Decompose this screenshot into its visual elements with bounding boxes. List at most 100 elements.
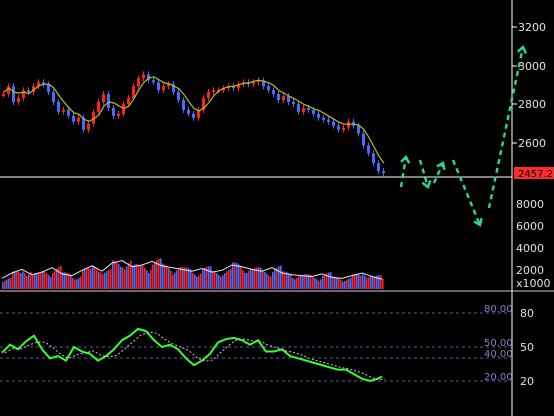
volume-bar xyxy=(156,259,158,289)
volume-bar xyxy=(322,275,324,289)
volume-bar xyxy=(38,273,40,289)
volume-bar xyxy=(342,281,344,289)
candle-body xyxy=(322,117,325,120)
volume-tick-label: 8000 xyxy=(516,198,544,211)
volume-bar xyxy=(214,271,216,289)
volume-bar xyxy=(90,268,92,289)
candle-body xyxy=(12,86,15,102)
rsi-ref-label: 20.00 xyxy=(484,372,513,383)
volume-bar xyxy=(314,277,316,289)
volume-bar xyxy=(246,273,248,289)
price-tick-label: 2600 xyxy=(518,137,546,150)
volume-bar xyxy=(320,279,322,289)
candle-body xyxy=(367,145,370,154)
volume-bar xyxy=(358,274,360,289)
rsi-ref-label: 40.00 xyxy=(484,349,513,360)
volume-bar xyxy=(242,270,244,289)
volume-bar xyxy=(76,279,78,289)
volume-bar xyxy=(10,277,12,289)
volume-bar xyxy=(146,270,148,289)
volume-bar xyxy=(376,275,378,289)
forecast-arrow xyxy=(418,159,430,188)
volume-bar xyxy=(232,262,234,289)
volume-bar xyxy=(370,275,372,289)
volume-bar xyxy=(300,274,302,289)
rsi-tick-label: 80 xyxy=(520,307,534,320)
volume-bar xyxy=(174,272,176,289)
candle-body xyxy=(332,121,335,126)
price-candles xyxy=(2,71,385,177)
volume-bar xyxy=(166,266,168,289)
volume-bar xyxy=(248,270,250,289)
volume-bar xyxy=(190,269,192,289)
volume-bar xyxy=(360,275,362,289)
candle-body xyxy=(37,82,40,87)
rsi-signal-line xyxy=(4,331,386,380)
volume-bar xyxy=(260,267,262,289)
volume-bar xyxy=(134,264,136,289)
candle-body xyxy=(17,98,20,102)
volume-average-line xyxy=(1,259,383,280)
volume-bar xyxy=(352,274,354,289)
volume-bar xyxy=(312,276,314,289)
candle-body xyxy=(262,80,265,87)
volume-bar xyxy=(162,263,164,289)
candle-body xyxy=(87,123,90,130)
volume-bar xyxy=(318,280,320,289)
volume-bar xyxy=(192,272,194,289)
forecast-arrow xyxy=(451,159,482,226)
volume-bar xyxy=(22,271,24,289)
volume-bar xyxy=(4,280,6,289)
current-price-label: 2457.2 xyxy=(518,169,553,180)
volume-bar xyxy=(278,266,280,289)
volume-bar xyxy=(8,278,10,289)
candle-body xyxy=(382,171,385,174)
volume-bar xyxy=(272,271,274,289)
forecast-arrowhead xyxy=(421,180,432,189)
volume-bar xyxy=(368,277,370,289)
volume-bar xyxy=(148,272,150,289)
volume-bar xyxy=(296,277,298,289)
volume-bar xyxy=(282,271,284,289)
volume-bar xyxy=(114,260,116,289)
volume-bar xyxy=(350,277,352,289)
candle-body xyxy=(97,102,100,112)
volume-bar xyxy=(202,269,204,289)
volume-bar xyxy=(268,275,270,289)
volume-bar xyxy=(138,264,140,289)
price-tick-label: 3200 xyxy=(518,21,546,34)
volume-bar xyxy=(154,261,156,289)
volume-bar xyxy=(94,267,96,289)
candle-body xyxy=(27,90,30,93)
volume-bar xyxy=(180,266,182,289)
volume-bar xyxy=(344,280,346,289)
volume-bar xyxy=(116,262,118,289)
volume-unit-label: x1000 xyxy=(516,277,551,290)
candle-body xyxy=(92,111,95,124)
volume-bar xyxy=(56,268,58,289)
rsi-reference-lines: 80.00 50.00 40.00 20.00 xyxy=(0,304,513,383)
price-tick-label: 3000 xyxy=(518,60,546,73)
volume-bar xyxy=(218,275,220,289)
candle-body xyxy=(72,115,75,122)
candle-body xyxy=(127,98,130,104)
candle-body xyxy=(182,100,185,110)
volume-bar xyxy=(72,277,74,289)
volume-bar xyxy=(44,272,46,289)
candle-body xyxy=(197,109,200,118)
candle-body xyxy=(167,84,170,87)
candle-body xyxy=(142,74,145,79)
volume-bar xyxy=(290,274,292,289)
volume-bar xyxy=(62,272,64,289)
volume-bar xyxy=(42,270,44,289)
candle-body xyxy=(117,113,120,116)
volume-bar xyxy=(366,277,368,289)
volume-bar xyxy=(178,268,180,289)
candle-body xyxy=(22,90,25,99)
volume-bar xyxy=(326,273,328,289)
volume-bar xyxy=(206,266,208,289)
volume-bar xyxy=(292,278,294,289)
volume-bar xyxy=(34,274,36,289)
